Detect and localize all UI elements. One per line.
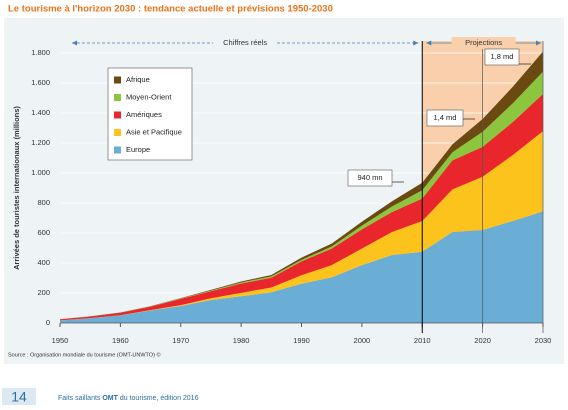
footer-text-a: Faits saillants bbox=[58, 395, 102, 402]
x-tick-label: 1970 bbox=[172, 336, 189, 345]
callout-label: 1,8 md bbox=[491, 52, 514, 61]
footer-text: Faits saillants OMT du tourisme, édition… bbox=[58, 395, 199, 402]
source: Source : Organisation mondiale du touris… bbox=[8, 351, 161, 358]
x-tick-label: 1990 bbox=[293, 336, 310, 345]
chart-title: Le tourisme à l'horizon 2030 : tendance … bbox=[8, 4, 333, 15]
y-tick-label: 1.000 bbox=[31, 168, 50, 177]
callout-box bbox=[484, 48, 520, 66]
y-tick-label: 1.800 bbox=[31, 48, 50, 57]
legend-box bbox=[107, 67, 193, 161]
footer-text-b: OMT bbox=[102, 395, 118, 402]
legend-swatch bbox=[114, 146, 121, 154]
y-tick-label: 1.200 bbox=[31, 138, 50, 147]
legend-label: Europe bbox=[126, 145, 150, 154]
area bbox=[60, 93, 543, 321]
x-tick-label: 2020 bbox=[474, 336, 491, 345]
period-label: Projections bbox=[465, 38, 502, 47]
period-label: Chiffres réels bbox=[223, 38, 267, 47]
x-tick-label: 1950 bbox=[52, 336, 69, 345]
page-number: 14 bbox=[11, 389, 27, 405]
legend-swatch bbox=[114, 94, 121, 101]
legend-label: Afrique bbox=[126, 75, 150, 84]
footer-text-c: du tourisme, édition 2016 bbox=[118, 395, 199, 402]
legend-label: Moyen-Orient bbox=[126, 92, 172, 101]
legend-label: Amériques bbox=[126, 110, 162, 119]
y-tick-label: 800 bbox=[37, 198, 50, 207]
period-label-bg bbox=[213, 37, 278, 49]
x-tick-label: 1980 bbox=[233, 336, 250, 345]
callout-box bbox=[347, 169, 393, 187]
y-tick-label: 400 bbox=[37, 258, 50, 267]
callout-label: 1,4 md bbox=[434, 113, 457, 122]
x-tick-label: 1960 bbox=[112, 336, 129, 345]
y-tick-label: 0 bbox=[46, 318, 50, 327]
legend-swatch bbox=[114, 129, 121, 136]
x-tick-label: 2010 bbox=[414, 336, 431, 345]
y-tick-label: 200 bbox=[37, 288, 50, 297]
x-tick-label: 2000 bbox=[354, 336, 371, 345]
legend-swatch bbox=[114, 111, 121, 119]
callout-label: 940 mn bbox=[357, 173, 382, 182]
y-axis-label: Arrivées de touristes internationaux (mi… bbox=[12, 106, 21, 270]
legend-swatch bbox=[114, 76, 121, 84]
y-tick-label: 1.600 bbox=[31, 78, 50, 87]
page-number-box bbox=[2, 388, 36, 405]
x-tick-label: 2030 bbox=[535, 336, 552, 345]
y-tick-label: 1.400 bbox=[31, 108, 50, 117]
period-label-bg bbox=[451, 37, 516, 49]
area bbox=[60, 131, 543, 321]
legend-label: Asie et Pacifique bbox=[126, 127, 182, 136]
callout-box bbox=[426, 109, 464, 127]
y-tick-label: 600 bbox=[37, 228, 50, 237]
